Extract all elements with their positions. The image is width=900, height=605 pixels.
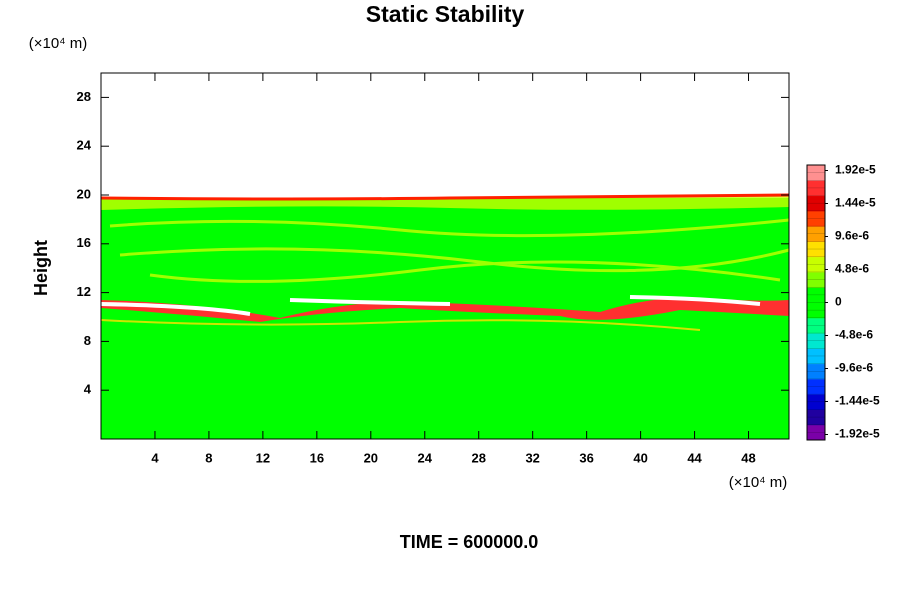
field-band bbox=[101, 195, 789, 210]
colorbar-swatch bbox=[807, 256, 825, 273]
colorbar-tick-label: -1.44e-5 bbox=[835, 394, 880, 408]
colorbar-swatch bbox=[807, 302, 825, 319]
field-fill bbox=[101, 198, 789, 439]
colorbar-swatch bbox=[807, 287, 825, 303]
x-tick-label: 32 bbox=[525, 450, 539, 465]
y-tick-label: 4 bbox=[84, 382, 92, 397]
colorbar-swatch bbox=[807, 317, 825, 334]
colorbar-swatch bbox=[807, 210, 825, 227]
chart-title: Static Stability bbox=[366, 1, 525, 27]
x-tick-label: 40 bbox=[633, 450, 647, 465]
y-tick-label: 8 bbox=[84, 333, 91, 348]
y-unit: (×10⁴ m) bbox=[29, 35, 88, 52]
field-streak bbox=[100, 319, 701, 331]
x-tick-label: 4 bbox=[151, 450, 159, 465]
y-tick-label: 28 bbox=[77, 89, 91, 104]
colorbar-swatch bbox=[807, 378, 825, 395]
x-unit: (×10⁴ m) bbox=[729, 474, 788, 491]
colorbar-swatch bbox=[807, 333, 825, 349]
field-band bbox=[100, 193, 790, 201]
colorbar-tick-label: -1.92e-5 bbox=[835, 427, 880, 441]
colorbar-swatch bbox=[807, 180, 825, 197]
colorbar-tick-label: -9.6e-6 bbox=[835, 361, 873, 375]
field-streak bbox=[109, 218, 790, 283]
colorbar-swatch bbox=[807, 195, 825, 212]
x-tick-label: 20 bbox=[364, 450, 378, 465]
colorbar-swatch bbox=[807, 165, 825, 181]
plot-frame bbox=[100, 72, 790, 440]
contour-field bbox=[100, 193, 790, 439]
colorbar-swatch bbox=[807, 226, 825, 242]
x-tick-label: 12 bbox=[256, 450, 270, 465]
y-tick-label: 20 bbox=[77, 186, 91, 201]
field-band bbox=[100, 295, 761, 316]
colorbar-swatch bbox=[807, 363, 825, 380]
x-tick-label: 36 bbox=[579, 450, 593, 465]
colorbar-swatch bbox=[807, 424, 825, 441]
colorbar-swatch bbox=[807, 241, 825, 258]
colorbar-tick-label: -4.8e-6 bbox=[835, 328, 873, 342]
x-tick-label: 48 bbox=[741, 450, 755, 465]
x-tick-label: 8 bbox=[205, 450, 212, 465]
colorbar-swatch bbox=[807, 348, 825, 365]
x-tick-label: 28 bbox=[471, 450, 485, 465]
colorbar-tick-label: 4.8e-6 bbox=[835, 262, 869, 276]
colorbar-swatch bbox=[807, 394, 825, 410]
y-tick-label: 12 bbox=[77, 284, 91, 299]
footer-time: TIME = 600000.0 bbox=[400, 532, 539, 552]
y-tick-label: 16 bbox=[77, 235, 91, 250]
y-tick-label: 24 bbox=[77, 138, 92, 153]
colorbar-tick-label: 9.6e-6 bbox=[835, 229, 869, 243]
colorbar-swatch bbox=[807, 271, 825, 288]
x-tick-label: 24 bbox=[418, 450, 433, 465]
colorbar-swatch bbox=[807, 409, 825, 426]
colorbar-tick-label: 1.92e-5 bbox=[835, 163, 876, 177]
colorbar-tick-label: 0 bbox=[835, 295, 842, 309]
colorbar-tick-label: 1.44e-5 bbox=[835, 196, 876, 210]
x-tick-label: 44 bbox=[687, 450, 702, 465]
field-band bbox=[101, 297, 789, 322]
y-axis-label: Height bbox=[31, 240, 51, 296]
x-tick-label: 16 bbox=[310, 450, 324, 465]
